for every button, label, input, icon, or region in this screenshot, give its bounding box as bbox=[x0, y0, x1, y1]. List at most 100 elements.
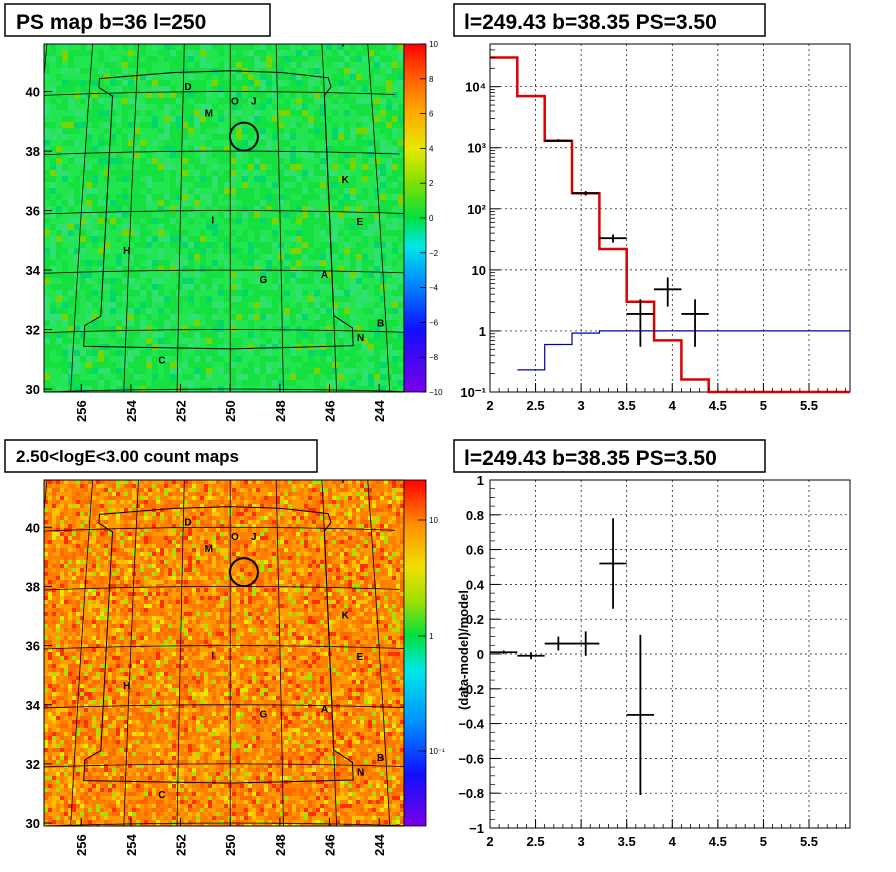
y-tick-label: 0.4 bbox=[466, 577, 485, 592]
spectrum-panel: l=249.43 b=38.35 PS=3.50 2 2.5 3 3.5 4 4.5 5 5.… bbox=[453, 3, 851, 413]
y-tick-label: 0.2 bbox=[466, 612, 484, 627]
residual-ylabel: (data-model)/model bbox=[456, 590, 471, 710]
x-tick-label: 252 bbox=[174, 834, 189, 856]
x-tick-label: 254 bbox=[124, 400, 139, 422]
grid-line-lon bbox=[123, 480, 139, 826]
grid-line-lat bbox=[44, 150, 400, 156]
ps-map-axes: 256 254 252 250 248 246 244 40 38 36 34 32 30 bbox=[26, 85, 388, 422]
residual-point bbox=[572, 631, 600, 656]
colorbar-tick-label: 6 bbox=[429, 110, 434, 119]
residual-point bbox=[599, 518, 627, 609]
grid-line-lon bbox=[275, 480, 284, 826]
grid-line-lon bbox=[70, 480, 94, 826]
grid-line-lat bbox=[44, 586, 400, 591]
x-tick-label: 250 bbox=[223, 834, 238, 856]
colorbar-tick-label: 8 bbox=[429, 75, 434, 84]
field-label-A: A bbox=[321, 705, 328, 716]
x-tick-label: 3 bbox=[578, 834, 585, 849]
grid-line-lat bbox=[44, 269, 404, 274]
field-label-N: N bbox=[357, 333, 364, 344]
y-tick-label: −0.4 bbox=[458, 717, 484, 732]
x-tick-label: 2.5 bbox=[527, 398, 545, 413]
x-tick-label: 4.5 bbox=[709, 398, 727, 413]
data-point bbox=[626, 299, 655, 347]
data-point bbox=[654, 277, 682, 307]
y-tick-label: 36 bbox=[26, 204, 40, 219]
residual-point bbox=[544, 636, 573, 651]
y-tick-label: 0 bbox=[477, 647, 484, 662]
ps-map-title: PS map b=36 l=250 bbox=[16, 11, 206, 34]
field-label-D: D bbox=[184, 518, 191, 529]
x-tick-label: 252 bbox=[174, 400, 189, 422]
colorbar-tick-label: −6 bbox=[429, 318, 439, 327]
y-tick-label: 38 bbox=[26, 579, 40, 594]
survey-footprint bbox=[83, 506, 354, 784]
spectrum-title-box bbox=[453, 3, 766, 37]
ps-map-colorbar-ticks: 10 8 6 4 2 0 −2 −4 −6 −8 −10 bbox=[420, 40, 443, 397]
grid-line-lat bbox=[44, 645, 404, 650]
x-tick-label: 254 bbox=[124, 834, 139, 856]
x-tick-label: 246 bbox=[323, 400, 338, 422]
source-circle bbox=[228, 557, 259, 588]
x-tick-label: 248 bbox=[273, 834, 288, 856]
grid-line-lon bbox=[367, 480, 391, 826]
y-tick-label: 0.8 bbox=[466, 508, 484, 523]
field-label-J: J bbox=[251, 97, 257, 108]
count-map-title-box bbox=[4, 439, 318, 473]
residual-point bbox=[490, 650, 518, 654]
data-point bbox=[572, 191, 600, 196]
model-background-line bbox=[517, 330, 850, 371]
grid-line-lat bbox=[44, 329, 404, 334]
y-tick-label: 10⁴ bbox=[465, 80, 486, 95]
colorbar-tick-label: 0 bbox=[429, 214, 434, 223]
x-tick-label: 244 bbox=[372, 834, 387, 856]
y-tick-label: 10⁻¹ bbox=[460, 385, 486, 400]
field-label-O: O bbox=[231, 97, 239, 108]
residual-plot: 2 2.5 3 3.5 4 4.5 5 5.5 1 0.8 0.6 0.4 0.2 0 −0.2 −0.4 −0… bbox=[458, 473, 851, 849]
x-tick-label: 248 bbox=[273, 400, 288, 422]
y-tick-label: 34 bbox=[26, 698, 41, 713]
colorbar-tick-label: −2 bbox=[429, 249, 439, 258]
x-tick-label: 3.5 bbox=[618, 834, 636, 849]
x-tick-label: 5.5 bbox=[800, 834, 818, 849]
field-label-M: M bbox=[205, 108, 213, 119]
x-tick-label: 256 bbox=[74, 400, 89, 422]
grid-line-lon bbox=[367, 44, 391, 392]
x-tick-label: 2 bbox=[486, 398, 493, 413]
source-circle bbox=[228, 121, 259, 152]
residual-title-box bbox=[453, 439, 766, 473]
colorbar-tick-label: 10⁻¹ bbox=[429, 747, 445, 756]
count-map-colorbar-ticks: 10 1 10⁻¹ bbox=[418, 516, 445, 756]
y-tick-label: 40 bbox=[26, 85, 40, 100]
y-tick-label: 36 bbox=[26, 639, 40, 654]
grid-line-lon bbox=[123, 44, 139, 392]
field-label-F: F bbox=[342, 39, 348, 50]
x-tick-label: 2 bbox=[486, 834, 493, 849]
field-label-B: B bbox=[377, 753, 384, 764]
residual-point bbox=[517, 652, 545, 660]
field-label-E: E bbox=[356, 217, 363, 228]
colorbar-tick-label: 4 bbox=[429, 144, 434, 153]
colorbar-tick-label: 1 bbox=[429, 632, 434, 641]
y-tick-label: 38 bbox=[26, 144, 40, 159]
field-label-M: M bbox=[205, 544, 213, 555]
data-point bbox=[599, 234, 627, 243]
field-label-H: H bbox=[123, 681, 130, 692]
field-label-J: J bbox=[251, 532, 257, 543]
ps-map-panel: PS map b=36 l=250 F D O J M K E I H A G B N C 10 8 6 4 2 0… bbox=[4, 3, 443, 422]
x-tick-label: 244 bbox=[372, 400, 387, 422]
x-tick-label: 5 bbox=[760, 398, 767, 413]
spectrum-title: l=249.43 b=38.35 PS=3.50 bbox=[464, 11, 717, 34]
field-label-A: A bbox=[321, 270, 328, 281]
colorbar-tick-label: −10 bbox=[429, 388, 443, 397]
colorbar-tick-label: 10 bbox=[429, 40, 438, 49]
residual-title: l=249.43 b=38.35 PS=3.50 bbox=[464, 447, 717, 470]
field-label-C: C bbox=[158, 790, 165, 801]
x-tick-label: 3.5 bbox=[618, 398, 636, 413]
y-tick-label: 32 bbox=[26, 757, 40, 772]
field-label-D: D bbox=[184, 82, 191, 93]
count-map-title: 2.50<logE<3.00 count maps bbox=[16, 447, 239, 466]
count-map-panel: 2.50<logE<3.00 count maps F D O J M K E I H A G B N C… bbox=[4, 439, 445, 856]
field-label-C: C bbox=[158, 356, 165, 367]
field-label-G: G bbox=[260, 275, 268, 286]
